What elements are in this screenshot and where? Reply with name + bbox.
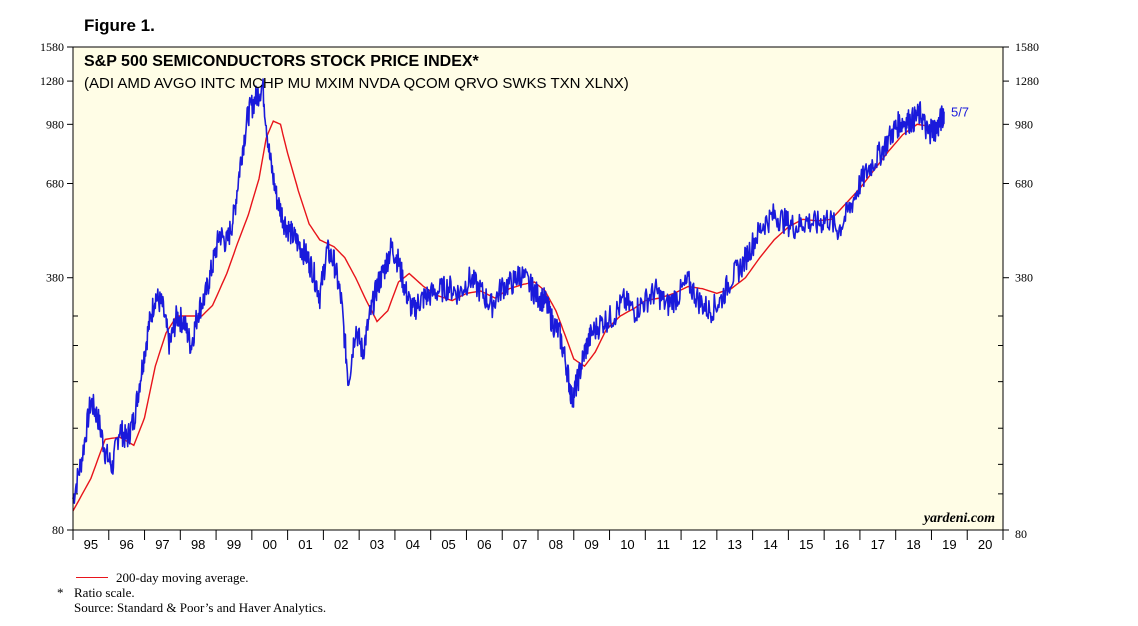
chart-subtitle: (ADI AMD AVGO INTC MCHP MU MXIM NVDA QCO… xyxy=(84,75,629,92)
x-tick-label: 06 xyxy=(477,537,491,552)
y-tick-label: 1280 xyxy=(1015,74,1039,88)
y-tick-label: 80 xyxy=(52,523,64,537)
x-tick-label: 13 xyxy=(727,537,741,552)
y-axis-right: 80 380 680 980 1280 1580 xyxy=(1015,40,1039,541)
x-tick-label: 14 xyxy=(763,537,777,552)
chart-title: S&P 500 SEMICONDUCTORS STOCK PRICE INDEX… xyxy=(84,53,480,70)
x-tick-label: 03 xyxy=(370,537,384,552)
y-tick-label: 980 xyxy=(46,117,64,131)
x-axis: 95 96 97 98 99 00 01 02 03 04 05 06 07 08 09 10 11 12 13 14… xyxy=(84,537,993,552)
price-line xyxy=(72,78,945,504)
x-tick-label: 15 xyxy=(799,537,813,552)
x-tick-label: 20 xyxy=(978,537,992,552)
y-tick-label: 1580 xyxy=(40,40,64,54)
y-tick-label: 1580 xyxy=(1015,40,1039,54)
y-tick-label: 380 xyxy=(46,271,64,285)
x-tick-label: 11 xyxy=(656,537,670,552)
x-tick-label: 17 xyxy=(871,537,885,552)
x-tick-label: 99 xyxy=(227,537,241,552)
watermark: yardeni.com xyxy=(922,511,995,526)
x-tick-label: 09 xyxy=(584,537,598,552)
x-tick-label: 98 xyxy=(191,537,205,552)
x-tick-label: 96 xyxy=(119,537,133,552)
x-tick-label: 00 xyxy=(262,537,276,552)
y-axis-left: 80 380 680 980 1280 1580 xyxy=(40,40,64,537)
x-tick-label: 97 xyxy=(155,537,169,552)
x-tick-label: 18 xyxy=(906,537,920,552)
y-tick-label: 1280 xyxy=(40,74,64,88)
x-tick-label: 04 xyxy=(406,537,420,552)
x-tick-label: 07 xyxy=(513,537,527,552)
y-tick-label: 980 xyxy=(1015,117,1033,131)
footnote-asterisk: * xyxy=(57,585,64,600)
legend-swatch xyxy=(76,577,108,578)
figure-label: Figure 1. xyxy=(84,16,155,35)
x-tick-label: 19 xyxy=(942,537,956,552)
source-note: Source: Standard & Poor’s and Haver Anal… xyxy=(74,600,327,615)
x-tick-label: 02 xyxy=(334,537,348,552)
x-tick-label: 01 xyxy=(298,537,312,552)
y-tick-label: 680 xyxy=(46,177,64,191)
x-tick-label: 10 xyxy=(620,537,634,552)
x-tick-label: 08 xyxy=(549,537,563,552)
legend-label: 200-day moving average. xyxy=(116,570,249,585)
end-date-annotation: 5/7 xyxy=(951,105,969,120)
ratio-scale-note: Ratio scale. xyxy=(74,585,135,600)
y-tick-label: 80 xyxy=(1015,527,1027,541)
x-tick-label: 05 xyxy=(441,537,455,552)
y-tick-label: 680 xyxy=(1015,177,1033,191)
y-tick-label: 380 xyxy=(1015,271,1033,285)
x-tick-label: 95 xyxy=(84,537,98,552)
axis-ticks xyxy=(67,46,1009,540)
plot-frame xyxy=(72,46,1004,531)
x-tick-label: 16 xyxy=(835,537,849,552)
x-tick-label: 12 xyxy=(692,537,706,552)
